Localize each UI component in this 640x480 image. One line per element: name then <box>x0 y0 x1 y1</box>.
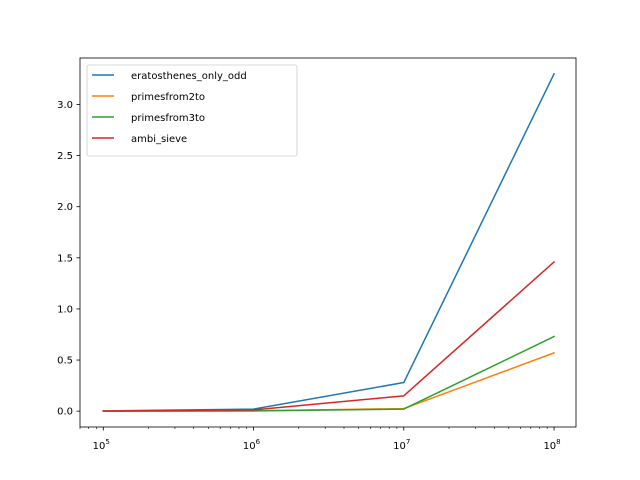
x-axis: 105 106 107 108 <box>79 427 561 452</box>
x-tick-label-exponent: 7 <box>406 438 410 446</box>
y-tick-label: 1.0 <box>57 304 73 315</box>
x-tick-label-base: 10 <box>543 441 556 452</box>
y-axis: 0.0 0.5 1.0 1.5 2.0 2.5 3.0 <box>57 100 80 418</box>
x-tick-label-base: 10 <box>243 441 256 452</box>
legend-label: ambi_sieve <box>131 134 187 145</box>
x-tick-label-base: 10 <box>393 441 406 452</box>
x-tick-label: 106 <box>243 438 261 452</box>
y-tick-label: 3.0 <box>57 100 73 111</box>
legend-label: eratosthenes_only_odd <box>131 71 247 82</box>
y-tick-label: 1.5 <box>57 253 73 264</box>
y-tick-label: 2.5 <box>57 151 73 162</box>
legend-box <box>86 64 298 157</box>
legend-label: primesfrom3to <box>131 113 205 124</box>
x-tick-label-exponent: 5 <box>105 438 109 446</box>
y-tick-label: 0.0 <box>57 407 73 418</box>
x-tick-label-exponent: 6 <box>256 438 261 446</box>
y-tick-label: 2.0 <box>57 202 73 213</box>
x-tick-label: 108 <box>543 438 560 452</box>
y-tick-label: 0.5 <box>57 356 73 367</box>
x-tick-label: 107 <box>393 438 410 452</box>
x-tick-label-base: 10 <box>93 441 106 452</box>
x-tick-label: 105 <box>93 438 110 452</box>
series-line-ambi-sieve <box>102 260 556 412</box>
legend: eratosthenes_only_odd primesfrom2to primes… <box>86 64 298 157</box>
legend-label: primesfrom2to <box>131 92 205 103</box>
series-layer <box>102 72 556 412</box>
x-tick-label-exponent: 8 <box>556 438 560 446</box>
plot-frame <box>79 57 577 428</box>
